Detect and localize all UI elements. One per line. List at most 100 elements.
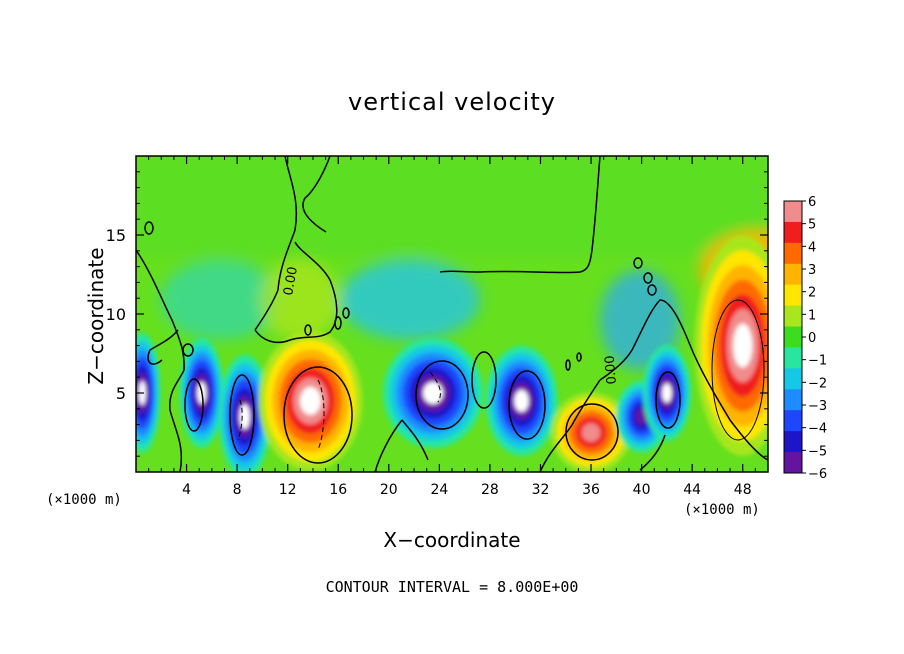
colorbar-tick-label: 1: [808, 308, 816, 323]
velocity-cell: [300, 386, 321, 415]
y-tick-label: 5: [116, 384, 126, 403]
contour-line: [144, 221, 154, 235]
velocity-cell: [635, 408, 648, 426]
cyan-zone: [340, 260, 480, 340]
velocity-cell: [733, 323, 753, 368]
contour-line: [633, 257, 643, 269]
colorbar-swatch: [784, 410, 802, 432]
x-axis-label: X−coordinate: [383, 528, 521, 552]
cyan-zone: [600, 270, 680, 370]
contour-line: [237, 399, 243, 441]
colorbar-swatch: [784, 431, 802, 453]
colorbar-tick-label: 4: [808, 240, 816, 255]
contour-line: [439, 156, 601, 274]
y-axis: 5 10 15: [106, 171, 768, 457]
colorbar-swatch: [784, 452, 802, 474]
contour-line: [539, 379, 601, 472]
contour-line: [147, 329, 179, 365]
velocity-cell: [514, 389, 529, 412]
contour-line: [401, 419, 429, 461]
colorbar-tick-label: −3: [808, 399, 827, 414]
x-tick-label: 40: [633, 482, 651, 498]
x-axis: 4 8 12 16 20 24 28 32 36 40 44 48: [148, 156, 756, 498]
velocity-cell: [581, 423, 601, 442]
colorbar-swatch: [784, 326, 802, 348]
upper-band: [136, 156, 768, 256]
x-tick-label: 16: [329, 482, 347, 498]
x-tick-label: 44: [683, 482, 701, 498]
y-tick-label: 10: [106, 305, 126, 324]
colorbar-swatch: [784, 284, 802, 307]
contour-line: [342, 307, 350, 319]
chart-title: vertical velocity: [348, 88, 556, 116]
contour-line: [302, 156, 331, 233]
contour-line: [471, 351, 497, 409]
heatmap-field: [136, 156, 768, 472]
x-tick-label: 32: [532, 482, 550, 498]
contour-lines: [136, 156, 768, 472]
colorbar-tick-label: 5: [808, 218, 816, 233]
contour-line: [599, 299, 768, 461]
contour-line: [317, 379, 325, 451]
x-unit-label-left: (×1000 m): [46, 492, 122, 508]
contour-line: [508, 370, 546, 440]
x-tick-label: 20: [380, 482, 398, 498]
colorbar-tick-label: −2: [808, 376, 827, 391]
colorbar-tick-label: −4: [808, 422, 827, 437]
contour-line: [415, 360, 469, 430]
x-tick-label: 24: [430, 482, 448, 498]
contour-line: [565, 403, 619, 461]
colorbar-swatch: [784, 368, 802, 390]
x-unit-label-right: (×1000 m): [684, 502, 760, 518]
contour-line: [639, 434, 666, 471]
colorbar-tick-label: −6: [808, 467, 827, 482]
contour-line: [182, 343, 194, 357]
contour-line: [576, 352, 582, 362]
contour-line: [711, 299, 765, 441]
contour-line: [254, 241, 338, 344]
colorbar-swatch: [784, 221, 802, 244]
contour-line: [647, 284, 657, 296]
contour-label: 0.00: [603, 355, 620, 385]
colorbar-tick-label: −5: [808, 444, 827, 459]
colorbar-swatch: [784, 201, 802, 223]
contour-labels: 0.00 0.00: [281, 266, 620, 385]
colorbar-swatch: [784, 389, 802, 411]
colorbar-swatch: [784, 347, 802, 369]
colorbar-swatch: [784, 305, 802, 328]
colorbar-tick-label: −1: [808, 354, 827, 369]
colorbar-tick-label: 3: [808, 263, 816, 278]
x-tick-label: 48: [734, 482, 752, 498]
y-tick-label: 15: [106, 226, 126, 245]
contour-line: [229, 374, 255, 456]
cyan-zone: [160, 260, 280, 340]
x-tick-label: 4: [182, 482, 191, 498]
contour-line: [655, 371, 681, 429]
velocity-cell: [662, 383, 672, 403]
contour-line: [136, 249, 185, 472]
contour-line: [429, 371, 441, 403]
contour-line: [184, 378, 204, 432]
velocity-cell: [423, 382, 444, 404]
colorbar-tick-label: 0: [808, 331, 816, 346]
x-tick-label: 8: [233, 482, 242, 498]
contour-interval-note: CONTOUR INTERVAL = 8.000E+00: [325, 578, 579, 596]
field-layers: [136, 156, 768, 472]
contour-line: [565, 359, 571, 371]
colorbar: 6 5 4 3 2 1 0 −1 −2 −3 −4 −5 −6: [783, 195, 827, 482]
colorbar-swatch: [784, 242, 802, 265]
contour-line: [254, 156, 298, 331]
contour-line: [334, 316, 342, 330]
contour-line: [643, 272, 653, 284]
contour-label: 0.00: [281, 266, 301, 297]
contour-line: [283, 366, 353, 464]
contour-line: [304, 324, 312, 336]
x-tick-label: 28: [481, 482, 499, 498]
x-tick-label: 36: [582, 482, 600, 498]
x-tick-label: 12: [279, 482, 297, 498]
y-axis-label: Z−coordinate: [84, 247, 108, 385]
contour-line: [374, 419, 403, 472]
colorbar-tick-label: 2: [808, 286, 816, 301]
colorbar-swatch: [784, 263, 802, 286]
